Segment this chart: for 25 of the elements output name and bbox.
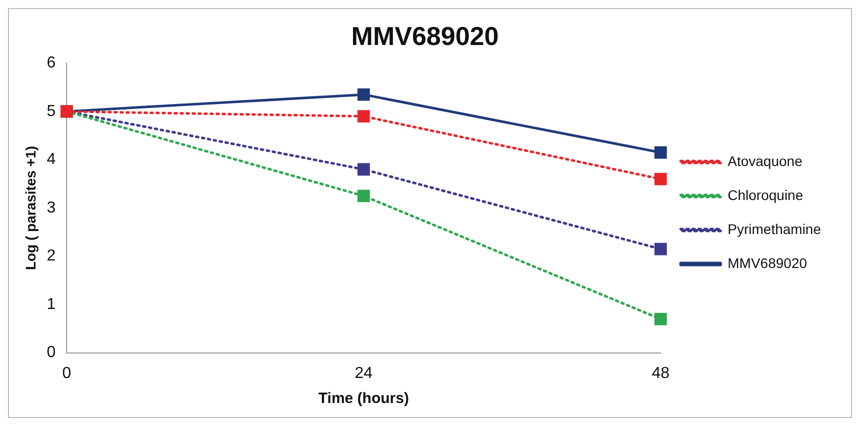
point xyxy=(654,312,667,326)
point xyxy=(654,146,667,159)
y-tick-label: 5 xyxy=(46,102,56,120)
point xyxy=(357,110,370,122)
legend-label: Atovaquone xyxy=(728,152,803,169)
y-tick-label: 1 xyxy=(46,296,56,313)
x-axis-title: Time (hours) xyxy=(318,390,409,408)
y-tick-label: 4 xyxy=(46,151,56,168)
y-tick-label: 0 xyxy=(46,344,56,362)
x-tick-label: 0 xyxy=(62,364,72,382)
point xyxy=(654,242,667,256)
y-tick-label: 3 xyxy=(46,199,56,216)
chart-title: MMV689020 xyxy=(351,20,499,51)
x-tick-label: 48 xyxy=(652,364,670,382)
point xyxy=(357,190,370,202)
legend-label: Pyrimethamine xyxy=(728,220,822,237)
y-tick-label: 6 xyxy=(46,54,56,72)
y-axis-title: Log ( parasites +1) xyxy=(22,146,38,270)
legend-label: MMV689020 xyxy=(728,254,808,271)
point xyxy=(357,163,370,176)
y-tick-label: 2 xyxy=(46,248,56,265)
x-tick-label: 24 xyxy=(354,364,373,382)
legend-label: Chloroquine xyxy=(728,186,804,203)
point xyxy=(357,88,370,101)
point xyxy=(654,172,667,186)
